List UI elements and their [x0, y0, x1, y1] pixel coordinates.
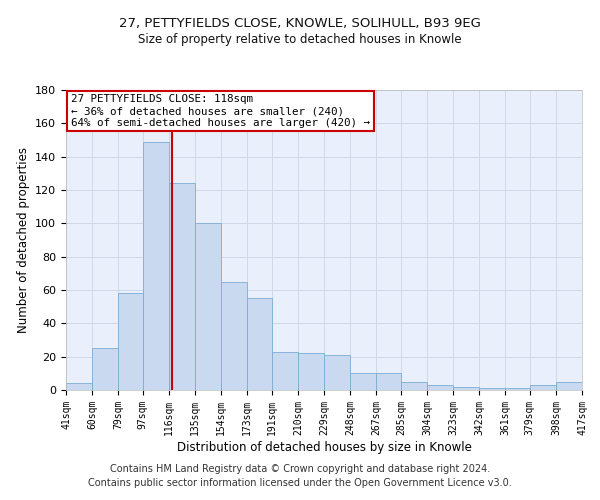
- Bar: [453, 386, 479, 390]
- X-axis label: Distribution of detached houses by size in Knowle: Distribution of detached houses by size …: [176, 440, 472, 454]
- Bar: [195, 224, 221, 390]
- Y-axis label: Number of detached properties: Number of detached properties: [17, 147, 29, 333]
- Text: Size of property relative to detached houses in Knowle: Size of property relative to detached ho…: [138, 32, 462, 46]
- Bar: [556, 382, 582, 390]
- Bar: [401, 382, 427, 390]
- Bar: [505, 388, 530, 390]
- Text: Contains HM Land Registry data © Crown copyright and database right 2024.
Contai: Contains HM Land Registry data © Crown c…: [88, 464, 512, 487]
- Bar: [479, 388, 505, 390]
- Bar: [169, 184, 195, 390]
- Bar: [427, 385, 453, 390]
- Bar: [324, 355, 350, 390]
- Bar: [221, 282, 247, 390]
- Bar: [143, 142, 169, 390]
- Bar: [66, 384, 92, 390]
- Bar: [376, 374, 401, 390]
- Text: 27, PETTYFIELDS CLOSE, KNOWLE, SOLIHULL, B93 9EG: 27, PETTYFIELDS CLOSE, KNOWLE, SOLIHULL,…: [119, 18, 481, 30]
- Bar: [298, 354, 324, 390]
- Bar: [530, 385, 556, 390]
- Bar: [350, 374, 376, 390]
- Text: 27 PETTYFIELDS CLOSE: 118sqm
← 36% of detached houses are smaller (240)
64% of s: 27 PETTYFIELDS CLOSE: 118sqm ← 36% of de…: [71, 94, 370, 128]
- Bar: [272, 352, 298, 390]
- Bar: [118, 294, 143, 390]
- Bar: [247, 298, 272, 390]
- Bar: [92, 348, 118, 390]
